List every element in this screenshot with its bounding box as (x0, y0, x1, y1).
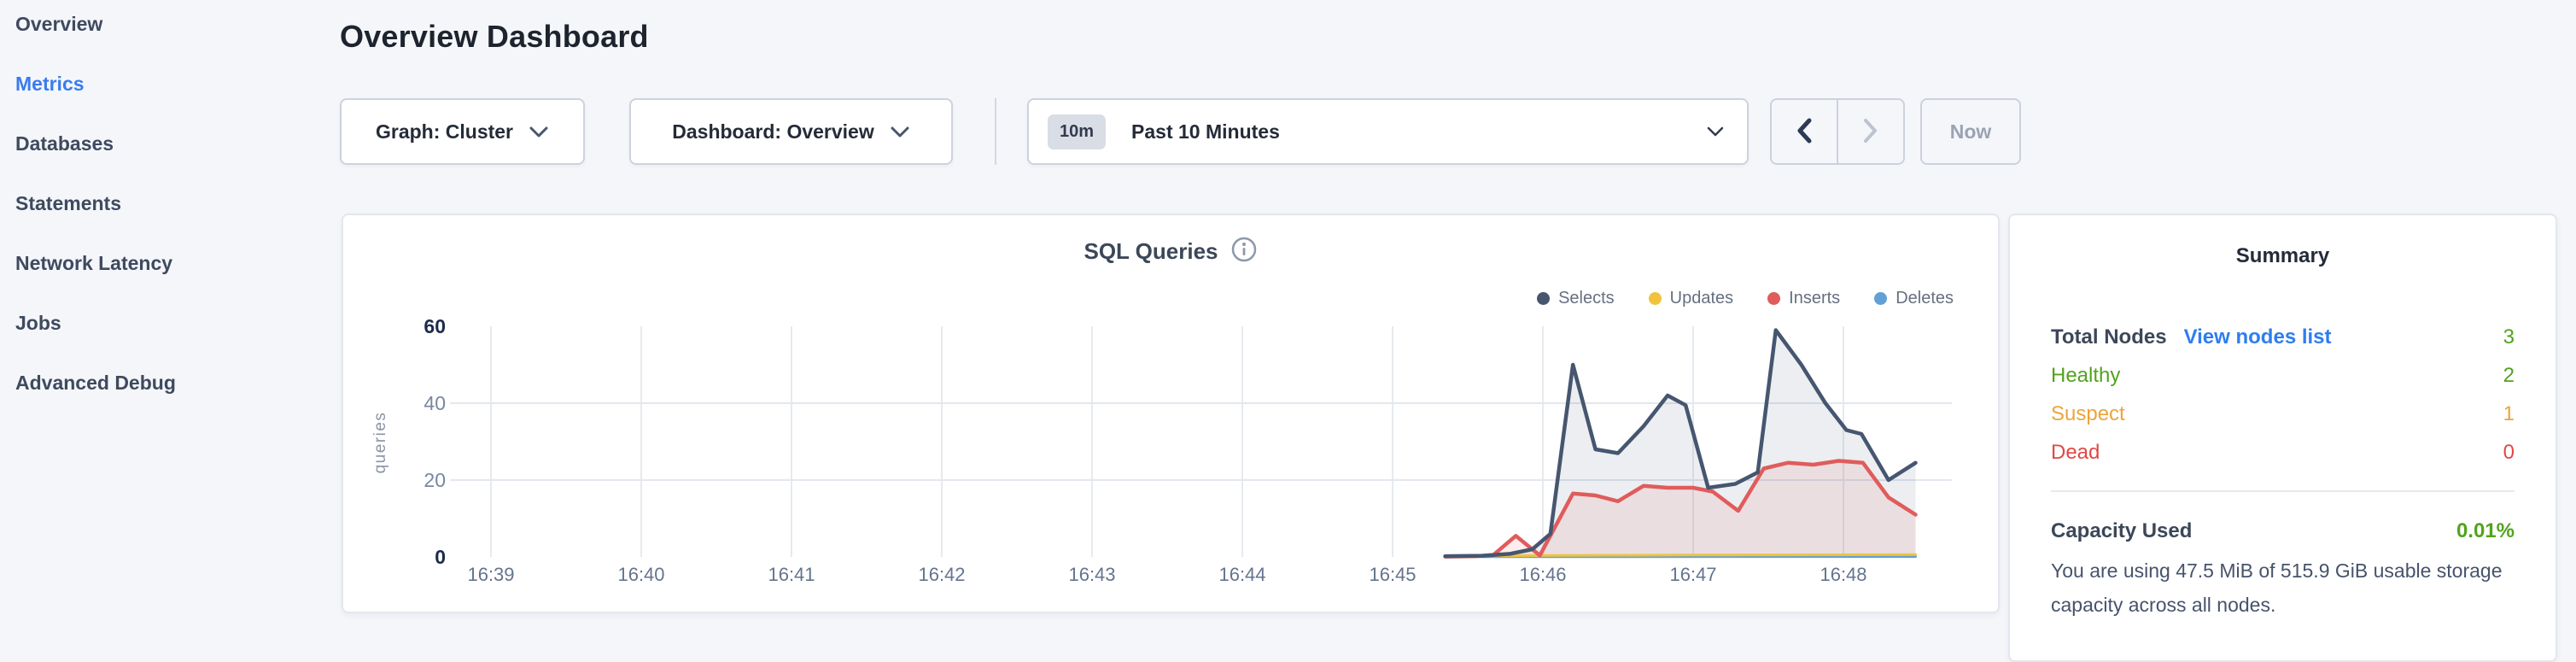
legend-dot-deletes (1874, 292, 1887, 305)
total-nodes-label: Total Nodes (2051, 325, 2167, 349)
total-nodes-row: Total Nodes View nodes list 3 (2051, 318, 2515, 356)
x-tick-label: 16:45 (1369, 564, 1416, 585)
sidebar: Overview Metrics Databases Statements Ne… (0, 0, 333, 624)
sql-queries-chart: 16:39 16:40 16:41 16:42 16:43 16:44 16:45 16:46… (343, 215, 2001, 612)
time-back-button[interactable] (1772, 100, 1838, 163)
x-tick-label: 16:41 (768, 564, 815, 585)
graph-dropdown[interactable]: Graph: Cluster (340, 98, 585, 165)
chevron-right-icon (1860, 116, 1881, 148)
sidebar-item-statements[interactable]: Statements (0, 173, 333, 233)
chevron-down-icon (1706, 126, 1725, 138)
graph-dropdown-label: Graph: Cluster (376, 120, 513, 144)
info-icon[interactable] (1230, 236, 1258, 267)
dead-nodes-row: Dead 0 (2051, 433, 2515, 472)
chevron-left-icon (1794, 116, 1814, 148)
summary-title: Summary (2051, 244, 2515, 270)
legend-item-updates[interactable]: Updates (1649, 289, 1734, 308)
x-tick-label: 16:39 (467, 564, 514, 585)
x-tick-label: 16:46 (1519, 564, 1566, 585)
y-tick-label: 20 (423, 469, 446, 491)
legend-label: Selects (1558, 289, 1615, 308)
legend-label: Deletes (1895, 289, 1954, 308)
x-tick-label: 16:42 (918, 564, 965, 585)
chart-header: SQL Queries (343, 236, 1998, 267)
legend-item-selects[interactable]: Selects (1537, 289, 1615, 308)
main-content: Overview Dashboard Graph: Cluster Dashbo… (340, 0, 2576, 624)
legend-item-inserts[interactable]: Inserts (1767, 289, 1840, 308)
summary-rows: Total Nodes View nodes list 3 Healthy 2 … (2051, 318, 2515, 472)
x-tick-label: 16:47 (1669, 564, 1716, 585)
page-title: Overview Dashboard (340, 19, 649, 55)
sidebar-item-network-latency[interactable]: Network Latency (0, 233, 333, 293)
chart-title: SQL Queries (1084, 238, 1218, 265)
summary-divider (2051, 490, 2515, 492)
sidebar-item-advanced-debug[interactable]: Advanced Debug (0, 353, 333, 413)
now-button[interactable]: Now (1920, 98, 2021, 165)
y-tick-label: 60 (423, 315, 446, 337)
sidebar-item-databases[interactable]: Databases (0, 114, 333, 173)
x-tick-label: 16:48 (1820, 564, 1866, 585)
legend-label: Updates (1670, 289, 1734, 308)
sidebar-item-overview[interactable]: Overview (0, 0, 333, 54)
time-step-buttons (1770, 98, 1905, 165)
time-window-badge: 10m (1048, 114, 1106, 149)
sidebar-item-jobs[interactable]: Jobs (0, 293, 333, 353)
legend-dot-inserts (1767, 292, 1780, 305)
suspect-value: 1 (2503, 402, 2515, 426)
view-nodes-list-link[interactable]: View nodes list (2184, 325, 2332, 349)
legend-dot-selects (1537, 292, 1550, 305)
time-window-label: Past 10 Minutes (1131, 120, 1280, 144)
legend-item-deletes[interactable]: Deletes (1874, 289, 1954, 308)
time-forward-button[interactable] (1838, 100, 1903, 163)
legend-label: Inserts (1789, 289, 1840, 308)
dead-label: Dead (2051, 441, 2100, 465)
controls-divider (995, 98, 996, 165)
healthy-nodes-row: Healthy 2 (2051, 356, 2515, 395)
dashboard-dropdown[interactable]: Dashboard: Overview (629, 98, 953, 165)
chevron-down-icon (890, 120, 910, 144)
healthy-label: Healthy (2051, 364, 2120, 388)
controls-row: Graph: Cluster Dashboard: Overview 10m P… (340, 98, 2021, 165)
sidebar-item-metrics[interactable]: Metrics (0, 54, 333, 114)
chart-legend: Selects Updates Inserts Deletes (1537, 289, 1954, 308)
sql-queries-card: 16:39 16:40 16:41 16:42 16:43 16:44 16:45 16:46… (342, 214, 2000, 613)
y-tick-label: 0 (435, 546, 446, 568)
x-tick-label: 16:43 (1068, 564, 1115, 585)
x-tick-label: 16:44 (1218, 564, 1265, 585)
dead-value: 0 (2503, 441, 2515, 465)
total-nodes-value: 3 (2503, 325, 2515, 349)
x-tick-label: 16:40 (617, 564, 664, 585)
suspect-nodes-row: Suspect 1 (2051, 395, 2515, 433)
capacity-row: Capacity Used 0.01% (2051, 514, 2515, 548)
legend-dot-updates (1649, 292, 1662, 305)
summary-panel: Summary Total Nodes View nodes list 3 He… (2008, 214, 2557, 662)
y-tick-label: 40 (423, 392, 446, 414)
time-window-selector[interactable]: 10m Past 10 Minutes (1027, 98, 1749, 165)
capacity-value: 0.01% (2456, 519, 2515, 543)
healthy-value: 2 (2503, 364, 2515, 388)
suspect-label: Suspect (2051, 402, 2125, 426)
capacity-label: Capacity Used (2051, 519, 2192, 543)
y-axis-label: queries (371, 412, 389, 474)
dashboard-dropdown-label: Dashboard: Overview (672, 120, 873, 144)
chevron-down-icon (529, 120, 549, 144)
capacity-description: You are using 47.5 MiB of 515.9 GiB usab… (2051, 554, 2515, 622)
